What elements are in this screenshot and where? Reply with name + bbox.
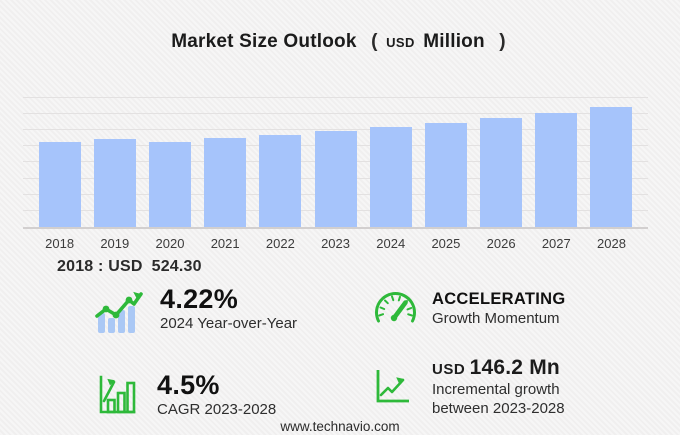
x-axis-label-2019: 2019 [100, 236, 130, 251]
bars-row [23, 95, 648, 227]
bar-slot [142, 95, 197, 227]
chart-title: Market Size Outlook ( USD Million ) [0, 31, 680, 53]
bar-2023 [314, 131, 357, 227]
gauge-icon [372, 287, 419, 329]
incremental-label-line2: between 2023-2028 [432, 400, 565, 417]
x-axis-label-2018: 2018 [45, 236, 75, 251]
cagr-label: CAGR 2023-2028 [157, 401, 277, 418]
x-axis-label-2022: 2022 [265, 236, 295, 251]
bar-line-growth-icon [93, 285, 145, 333]
chart-title-main: Market Size Outlook [171, 31, 357, 52]
base-year-note-label: 2018 : USD [57, 258, 143, 275]
x-axis-label-2020: 2020 [155, 236, 185, 251]
bar-2018 [38, 142, 81, 227]
x-axis-label-2025: 2025 [431, 236, 461, 251]
bar-slot [363, 95, 418, 227]
plot-area [23, 95, 648, 229]
bar-slot [87, 95, 142, 227]
x-axis-line [23, 227, 648, 229]
incremental-currency: USD [432, 361, 466, 378]
bar-2028 [590, 107, 633, 227]
gridline [23, 129, 648, 131]
framed-bar-chart-icon [98, 375, 136, 415]
x-axis-label-2024: 2024 [376, 236, 406, 251]
incremental-value-row: USD 146.2 Mn [432, 356, 565, 380]
bar-slot [474, 95, 529, 227]
incremental-value: 146.2 Mn [469, 356, 560, 379]
cagr-value: 4.5% [157, 370, 220, 400]
yoy-value: 4.22% [160, 284, 239, 314]
x-axis-label-2023: 2023 [321, 236, 350, 251]
bar-2026 [480, 118, 523, 227]
incremental-label-line1: Incremental growth [432, 381, 560, 398]
bar-slot [253, 95, 308, 227]
currency-label: USD [386, 35, 415, 50]
bar-slot [418, 95, 473, 227]
bar-2024 [369, 126, 412, 227]
x-axis-label-2021: 2021 [210, 236, 240, 251]
base-year-note: 2018 : USD 524.30 [57, 258, 202, 276]
stat-incremental-growth: USD 146.2 Mn Incremental growth between … [375, 356, 565, 418]
x-axis-label-2026: 2026 [486, 236, 516, 251]
bar-slot [308, 95, 363, 227]
unit-label: Million [423, 31, 485, 52]
bottom-strip [0, 435, 680, 440]
stat-cagr: 4.5% CAGR 2023-2028 [98, 370, 276, 419]
bar-2019 [93, 138, 136, 227]
bar-slot [584, 95, 639, 227]
x-axis-label-2027: 2027 [541, 236, 571, 251]
bar-slot [198, 95, 253, 227]
bar-slot [32, 95, 87, 227]
website-url: www.technavio.com [280, 419, 400, 434]
yoy-label: 2024 Year-over-Year [160, 315, 298, 332]
bar-2025 [424, 122, 467, 227]
axis-line-growth-icon [375, 370, 409, 404]
bar-2022 [259, 134, 302, 227]
bar-2021 [204, 138, 247, 227]
bar-2027 [535, 112, 578, 227]
gridline [23, 112, 648, 114]
bar-chart: 2018 2019 2020 2021 2022 2023 2024 2025 2026 2027… [23, 95, 648, 253]
gridline [23, 96, 648, 98]
momentum-value: ACCELERATING [432, 289, 566, 308]
open-paren: ( [371, 31, 378, 52]
stat-growth-momentum: ACCELERATING Growth Momentum [372, 287, 565, 329]
stat-yoy-growth: 4.22% 2024 Year-over-Year [93, 284, 297, 333]
close-paren: ) [499, 31, 506, 52]
x-axis-labels: 2018 2019 2020 2021 2022 2023 2024 2025 2026 2027… [23, 236, 648, 251]
momentum-label: Growth Momentum [432, 309, 560, 327]
bar-slot [529, 95, 584, 227]
bar-2020 [148, 141, 191, 227]
base-year-note-value: 524.30 [151, 258, 202, 275]
x-axis-label-2028: 2028 [597, 236, 626, 251]
